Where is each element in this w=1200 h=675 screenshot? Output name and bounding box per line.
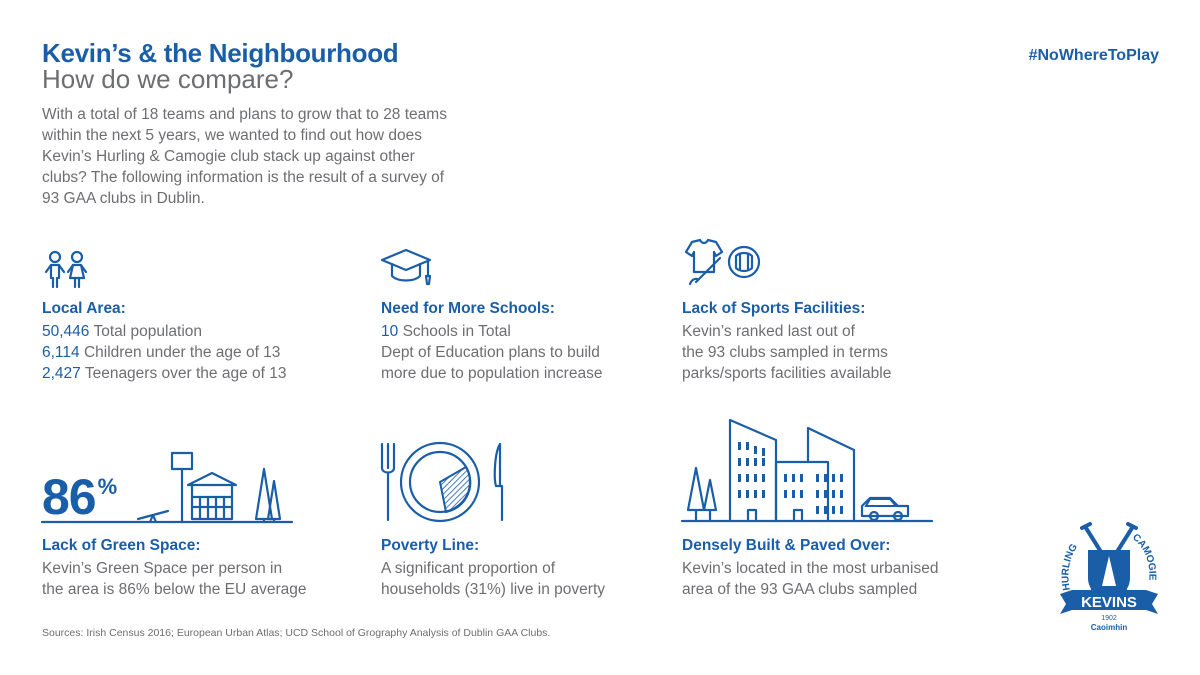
plate-cutlery-icon <box>380 441 504 523</box>
sports-line: the 93 clubs sampled in terms <box>682 344 888 361</box>
local-area-title: Local Area: <box>42 300 126 317</box>
schools-title: Need for More Schools: <box>381 300 555 317</box>
dense-line: area of the 93 GAA clubs sampled <box>682 581 918 598</box>
stat-line: 50,446 Total population <box>42 321 286 342</box>
sports-section: Lack of Sports Facilities: Kevin’s ranke… <box>682 300 891 384</box>
stat-label: Teenagers over the age of 13 <box>84 365 287 382</box>
playground-illustration <box>40 451 294 524</box>
intro-paragraph: With a total of 18 teams and plans to gr… <box>42 106 447 207</box>
poverty-title: Poverty Line: <box>381 537 480 554</box>
stat-line: 6,114 Children under the age of 13 <box>42 342 286 363</box>
sports-line: parks/sports facilities available <box>682 365 892 382</box>
city-buildings-illustration <box>680 418 934 523</box>
dense-title: Densely Built & Paved Over: <box>682 537 891 554</box>
jersey-hurley-ball-icon <box>684 238 761 286</box>
logo-year: 1902 <box>1101 615 1117 622</box>
hashtag: #NoWhereToPlay <box>1028 47 1159 64</box>
children-icon <box>44 250 88 289</box>
poverty-line: households (31%) live in poverty <box>381 581 606 598</box>
logo-name: KEVINS <box>1081 594 1137 611</box>
green-space-value: 86 <box>42 469 97 525</box>
poverty-line: A significant proportion of <box>381 560 556 577</box>
logo-irish-name: Caoimhin <box>1091 623 1128 632</box>
green-space-line: Kevin’s Green Space per person in <box>42 560 283 577</box>
stat-value: 50,446 <box>42 323 90 340</box>
kevins-club-crest: HURLING CAMOGIE KEVINS 1902 Caoimhin <box>1060 522 1158 632</box>
green-space-title: Lack of Green Space: <box>42 537 201 554</box>
poverty-section: Poverty Line: A significant proportion o… <box>381 537 605 600</box>
logo-camogie-text: CAMOGIE <box>1130 532 1157 581</box>
page-title: Kevin’s & the Neighbourhood <box>42 38 399 68</box>
page-subtitle: How do we compare? <box>42 64 294 94</box>
graduation-cap-icon <box>380 248 432 286</box>
schools-count: 10 <box>381 323 399 340</box>
schools-count-label: Schools in Total <box>402 323 511 340</box>
schools-line: more due to population increase <box>381 365 603 382</box>
stat-value: 2,427 <box>42 365 81 382</box>
stat-label: Total population <box>93 323 203 340</box>
sources-footnote: Sources: Irish Census 2016; European Urb… <box>42 627 551 639</box>
green-space-section: Lack of Green Space: Kevin’s Green Space… <box>42 537 307 600</box>
dense-section: Densely Built & Paved Over: Kevin’s loca… <box>682 537 938 600</box>
stat-label: Children under the age of 13 <box>83 344 281 361</box>
green-space-stat: 86% <box>42 468 118 526</box>
schools-section: Need for More Schools: 10 Schools in Tot… <box>381 300 602 384</box>
sports-line: Kevin’s ranked last out of <box>682 323 855 340</box>
logo-hurling-text: HURLING <box>1060 542 1080 591</box>
stat-value: 6,114 <box>42 344 80 361</box>
local-area-section: Local Area: 50,446 Total population 6,11… <box>42 300 286 384</box>
stat-line: 2,427 Teenagers over the age of 13 <box>42 363 286 384</box>
schools-line: Dept of Education plans to build <box>381 344 600 361</box>
green-space-line: the area is 86% below the EU average <box>42 581 307 598</box>
sports-title: Lack of Sports Facilities: <box>682 300 866 317</box>
dense-line: Kevin’s located in the most urbanised <box>682 560 939 577</box>
schools-count-line: 10 Schools in Total <box>381 321 602 342</box>
green-space-unit: % <box>97 474 118 499</box>
